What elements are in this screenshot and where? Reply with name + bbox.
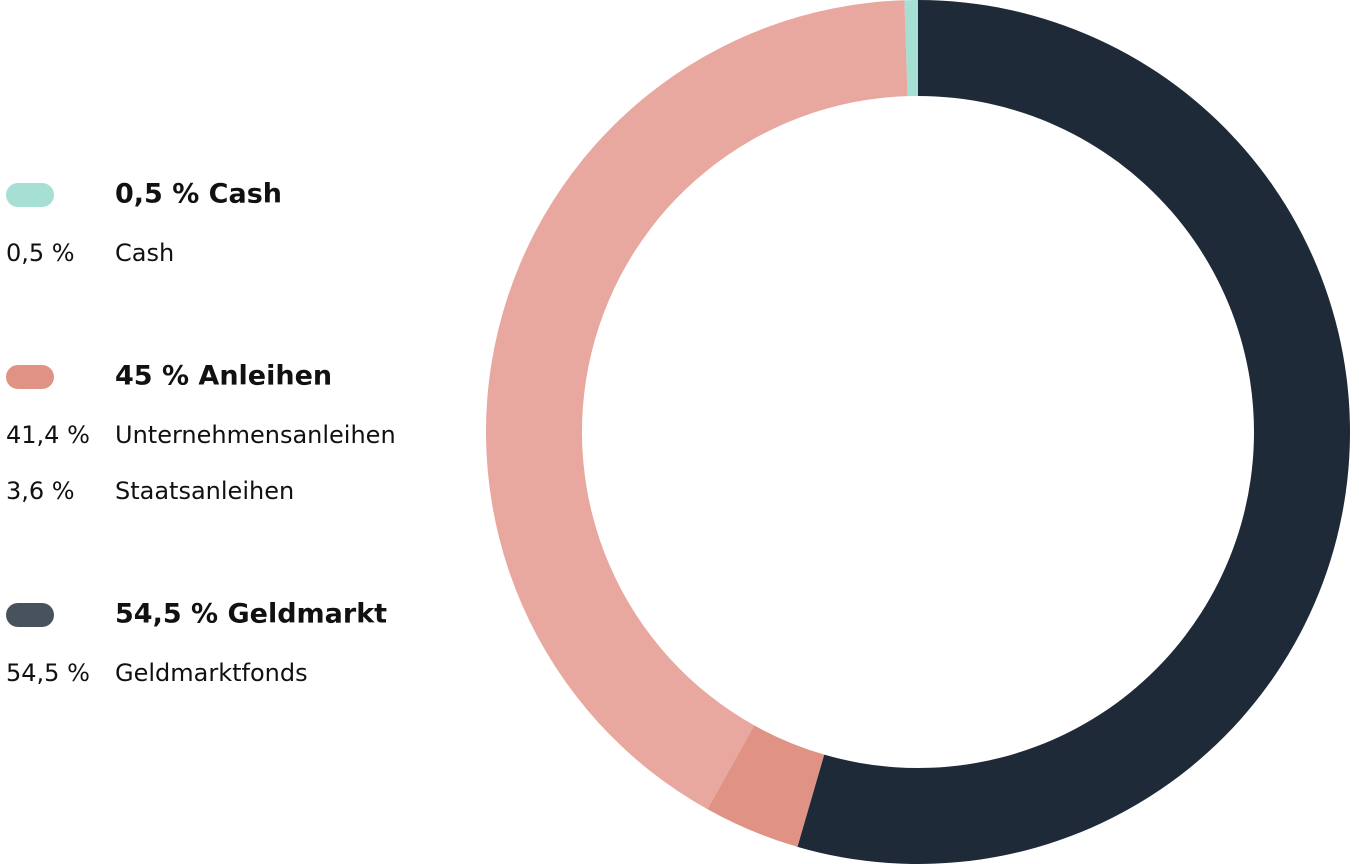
legend-label: Unternehmensanleihen: [115, 421, 396, 449]
legend-value: 54,5 %: [6, 659, 90, 687]
legend-value: 41,4 %: [6, 421, 90, 449]
legend-swatch: [6, 365, 54, 389]
legend-value: 3,6 %: [6, 477, 75, 505]
legend-value: 0,5 %: [6, 239, 75, 267]
donut-segment: [904, 0, 918, 97]
legend-heading: 54,5 % Geldmarkt: [115, 599, 387, 630]
donut-segment: [707, 725, 825, 847]
legend-heading: 45 % Anleihen: [115, 361, 332, 392]
legend-swatch: [6, 603, 54, 627]
legend-label: Staatsanleihen: [115, 477, 294, 505]
legend-heading: 0,5 % Cash: [115, 179, 282, 210]
legend-label: Cash: [115, 239, 174, 267]
legend-swatch: [6, 183, 54, 207]
donut-segment: [797, 0, 1350, 864]
donut-segment: [485, 0, 908, 810]
legend-label: Geldmarktfonds: [115, 659, 308, 687]
